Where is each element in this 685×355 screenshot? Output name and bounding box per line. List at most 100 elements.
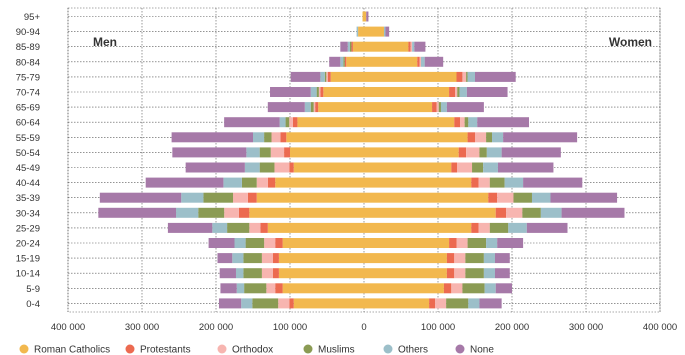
bar-women-20-24-5 <box>497 238 524 248</box>
x-tick-label: 200 000 <box>199 322 233 333</box>
bar-women-85-89-5 <box>414 41 426 52</box>
bar-men-0-4-1 <box>289 298 294 309</box>
bar-women-60-64-1 <box>454 117 461 128</box>
bar-women-20-24-4 <box>486 238 498 248</box>
age-label: 95+ <box>24 12 41 23</box>
bar-men-90-94-0 <box>358 26 364 37</box>
bar-women-55-59-4 <box>492 132 504 143</box>
legend-swatch <box>383 344 393 354</box>
bar-women-0-4-3 <box>446 298 469 309</box>
bar-women-85-89-1 <box>408 41 411 52</box>
bar-men-15-19-3 <box>243 253 262 264</box>
bar-women-65-69-1 <box>432 102 437 113</box>
x-tick-label: 100 000 <box>421 322 455 333</box>
age-label: 70-74 <box>16 88 40 99</box>
bar-women-10-14-4 <box>483 268 495 279</box>
x-tick-label: 200 000 <box>495 322 529 333</box>
bar-men-0-4-0 <box>293 298 364 309</box>
bar-men-20-24-0 <box>282 238 364 248</box>
bar-women-40-44-2 <box>478 177 490 188</box>
bar-men-50-54-5 <box>172 147 247 158</box>
bar-men-60-64-3 <box>285 117 290 128</box>
age-label: 80-84 <box>16 57 40 68</box>
age-label: 75-79 <box>16 72 40 83</box>
bar-men-35-39-3 <box>203 192 234 203</box>
bar-women-70-74-4 <box>459 87 467 97</box>
bar-men-85-89-3 <box>349 41 352 52</box>
bar-women-5-9-0 <box>364 283 444 294</box>
bar-women-35-39-0 <box>364 192 489 203</box>
bar-men-60-64-2 <box>289 117 293 128</box>
bar-women-0-4-0 <box>364 298 430 309</box>
bar-men-40-44-2 <box>256 177 268 188</box>
bar-men-45-49-1 <box>289 162 294 173</box>
bar-women-15-19-4 <box>483 253 495 264</box>
bar-women-85-89-4 <box>412 41 415 52</box>
bar-women-30-34-0 <box>364 207 496 218</box>
bar-women-50-54-4 <box>486 147 502 158</box>
bar-women-75-79-5 <box>475 71 516 82</box>
bar-men-50-54-4 <box>246 147 260 158</box>
bar-men-45-49-3 <box>259 162 275 173</box>
legend-label: Orthodox <box>232 345 273 355</box>
bar-men-25-29-0 <box>267 222 364 233</box>
bar-women-15-19-1 <box>446 253 455 264</box>
bar-women-70-74-1 <box>449 87 456 97</box>
bar-women-80-84-0 <box>364 56 418 67</box>
bar-women-40-44-5 <box>523 177 583 188</box>
bar-women-35-39-1 <box>488 192 498 203</box>
bar-women-50-54-5 <box>501 147 561 158</box>
bar-men-80-84-5 <box>329 56 341 67</box>
bar-women-95+-0 <box>364 11 367 22</box>
bar-men-50-54-2 <box>270 147 285 158</box>
bar-men-65-69-5 <box>267 102 305 113</box>
bar-men-45-49-0 <box>293 162 364 173</box>
age-label: 20-24 <box>16 239 40 250</box>
bar-men-20-24-4 <box>234 238 246 248</box>
bar-women-65-69-2 <box>436 102 439 113</box>
bar-women-0-4-5 <box>479 298 502 309</box>
bar-men-80-84-3 <box>343 56 345 67</box>
bar-men-75-79-1 <box>327 71 331 82</box>
age-label: 0-4 <box>26 299 40 310</box>
bar-women-75-79-0 <box>364 71 457 82</box>
bar-men-40-44-4 <box>223 177 242 188</box>
bar-men-40-44-0 <box>275 177 364 188</box>
age-label: 90-94 <box>16 27 40 38</box>
bar-women-25-29-1 <box>471 222 479 233</box>
bar-men-5-9-2 <box>266 283 276 294</box>
bar-men-10-14-3 <box>243 268 262 279</box>
bar-women-25-29-4 <box>508 222 527 233</box>
bar-men-55-59-3 <box>264 132 272 143</box>
bar-men-15-19-2 <box>261 253 273 264</box>
bar-men-20-24-1 <box>275 238 283 248</box>
bar-men-75-79-3 <box>324 71 327 82</box>
age-label: 55-59 <box>16 133 40 144</box>
bar-men-70-74-0 <box>323 87 364 97</box>
bar-men-40-44-5 <box>145 177 224 188</box>
age-label: 45-49 <box>16 163 40 174</box>
bar-women-75-79-4 <box>467 71 475 82</box>
bar-men-50-54-0 <box>290 147 364 158</box>
bar-men-25-29-5 <box>167 222 213 233</box>
bar-women-5-9-2 <box>451 283 463 294</box>
bar-women-70-74-0 <box>364 87 450 97</box>
bar-men-10-14-1 <box>272 268 279 279</box>
bar-women-25-29-0 <box>364 222 472 233</box>
legend-swatch <box>455 344 465 354</box>
bar-men-40-44-3 <box>241 177 257 188</box>
bar-women-35-39-2 <box>497 192 514 203</box>
x-tick-label: 100 000 <box>273 322 307 333</box>
bar-men-35-39-2 <box>233 192 248 203</box>
bar-women-25-29-3 <box>489 222 509 233</box>
bar-men-5-9-4 <box>236 283 245 294</box>
bar-women-60-64-4 <box>468 117 478 128</box>
chart-bars <box>98 11 625 309</box>
bar-men-5-9-3 <box>244 283 267 294</box>
bar-men-25-29-2 <box>249 222 261 233</box>
bar-men-45-49-4 <box>244 162 260 173</box>
age-label: 25-29 <box>16 223 40 234</box>
bar-women-55-59-3 <box>486 132 493 143</box>
bar-men-65-69-3 <box>310 102 314 113</box>
bar-women-25-29-5 <box>526 222 568 233</box>
